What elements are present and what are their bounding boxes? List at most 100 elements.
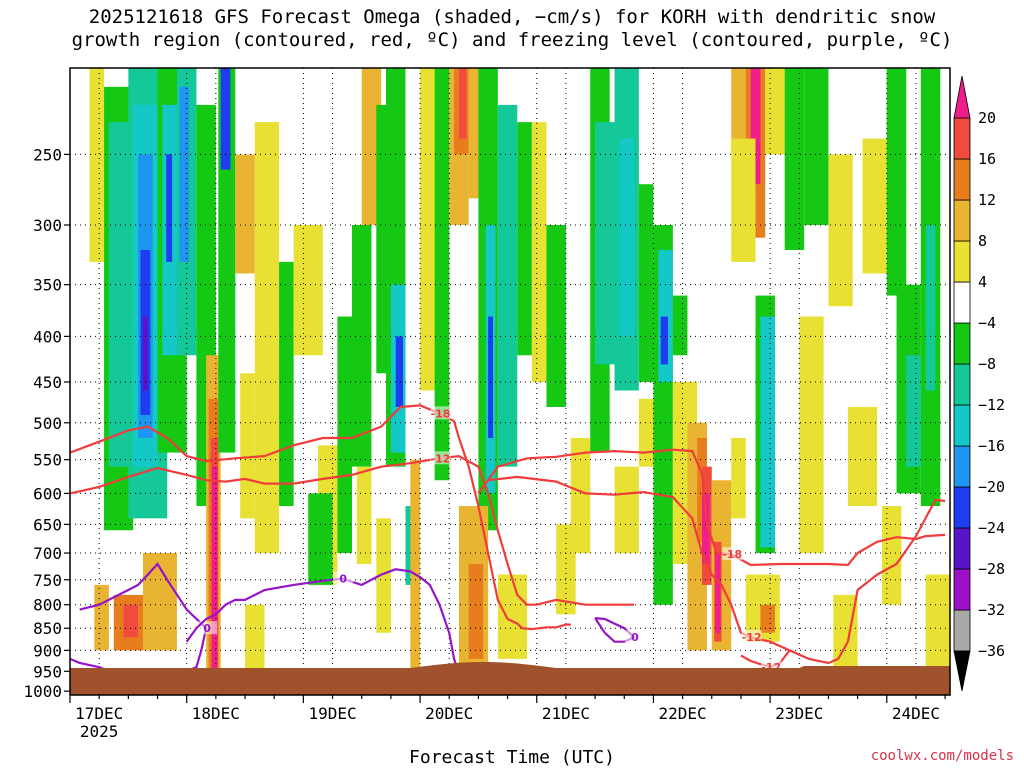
omega-cell: [235, 154, 255, 274]
omega-cell: [497, 574, 528, 659]
omega-cell: [862, 138, 887, 274]
y-tick-label: 600: [33, 484, 62, 503]
omega-cell: [881, 506, 902, 605]
colorbar-label: −4: [978, 314, 996, 332]
dgz-contour-line: [69, 404, 571, 631]
y-tick-label: 300: [33, 216, 62, 235]
colorbar-label: −12: [978, 396, 1005, 414]
omega-cell: [293, 224, 323, 356]
y-tick-label: 1000: [23, 682, 62, 701]
freezing-contour-label: 0: [631, 631, 639, 644]
x-year-label: 2025: [80, 722, 119, 741]
omega-cell: [517, 122, 532, 356]
chart-title-line-1: 2025121618 GFS Forecast Omega (shaded, −…: [88, 6, 936, 28]
dgz-contour-label-bg: [722, 547, 743, 561]
omega-cell: [546, 224, 566, 407]
omega-cell: [595, 122, 615, 365]
x-tick-label: 23DEC: [775, 704, 823, 723]
colorbar: 20 16 12 8 4 −4 −8 −12 −16 −20 −24 −28 −32 −36: [953, 75, 1005, 692]
omega-cell: [556, 524, 576, 615]
omega-cell: [142, 316, 148, 391]
dgz-contour-label-bg: [430, 406, 451, 420]
colorbar-label: −20: [978, 478, 1005, 496]
omega-cell: [847, 406, 878, 507]
y-tick-label: 350: [33, 276, 62, 295]
omega-cell: [760, 316, 775, 548]
omega-cell: [638, 184, 654, 382]
colorbar-swatch: [953, 404, 971, 447]
colorbar-label: 20: [978, 109, 996, 127]
omega-cell: [799, 316, 824, 554]
y-tick-label: 900: [33, 641, 62, 660]
y-tick-label: 950: [33, 662, 62, 681]
colorbar-swatch: [953, 158, 971, 201]
omega-cell: [245, 604, 265, 676]
source-credit[interactable]: coolwx.com/models: [870, 748, 1014, 764]
dgz-contour-label: -18: [722, 548, 742, 561]
omega-cell: [376, 518, 391, 633]
omega-cell: [279, 261, 294, 507]
colorbar-label: 12: [978, 191, 996, 209]
dgz-contour-line: [69, 454, 634, 606]
omega-cell: [395, 336, 404, 407]
colorbar-swatch: [953, 199, 971, 242]
y-tick-label: 450: [33, 373, 62, 392]
omega-cell: [804, 68, 829, 225]
colorbar-label: −16: [978, 437, 1005, 455]
omega-cell: [123, 604, 139, 638]
x-tick-label: 19DEC: [308, 704, 356, 723]
omega-cell: [702, 493, 710, 564]
plot-area: [89, 68, 950, 692]
omega-cell: [488, 316, 493, 438]
dgz-contour-label-bg: [741, 630, 762, 644]
gridlines: [69, 68, 950, 695]
omega-cell: [765, 68, 785, 155]
omega-cell: [497, 104, 518, 467]
omega-cell: [715, 553, 721, 633]
y-axis: 250 300 350 400 450 500 550 600 650 700 750 800 850 9…: [23, 145, 70, 701]
omega-cell: [614, 466, 639, 554]
colorbar-bottom-extension: [953, 650, 971, 692]
omega-cell: [784, 68, 805, 250]
colorbar-label: 4: [978, 273, 987, 291]
colorbar-label: −36: [978, 642, 1005, 660]
colorbar-label: 16: [978, 150, 996, 168]
y-tick-label: 400: [33, 327, 62, 346]
colorbar-label: −32: [978, 601, 1005, 619]
colorbar-label: −24: [978, 519, 1005, 537]
omega-cell: [731, 437, 746, 519]
dgz-contour-label: -12: [431, 452, 451, 465]
colorbar-swatch: [953, 117, 971, 160]
omega-cell: [94, 584, 109, 651]
x-tick-label: 17DEC: [75, 704, 123, 723]
colorbar-label: −28: [978, 560, 1005, 578]
omega-cell: [619, 138, 634, 337]
y-tick-label: 250: [33, 145, 62, 164]
omega-cell: [886, 68, 907, 296]
omega-cell: [410, 459, 421, 672]
colorbar-label: 8: [978, 232, 987, 250]
y-tick-label: 550: [33, 451, 62, 470]
y-tick-label: 800: [33, 596, 62, 615]
colorbar-swatch: [953, 281, 971, 324]
omega-cell: [468, 563, 484, 659]
colorbar-swatch: [953, 240, 971, 283]
x-tick-label: 20DEC: [425, 704, 473, 723]
y-tick-label: 650: [33, 515, 62, 534]
dgz-contour-label: -12: [742, 631, 762, 644]
omega-cell: [828, 154, 853, 307]
y-tick-label: 700: [33, 544, 62, 563]
chart-title: 2025121618 GFS Forecast Omega (shaded, −…: [0, 6, 1024, 52]
x-tick-label: 24DEC: [892, 704, 940, 723]
omega-cell: [458, 68, 467, 139]
omega-cell: [660, 316, 669, 365]
freezing-contour-label: 0: [339, 573, 347, 586]
omega-cell: [240, 373, 255, 519]
omega-cell: [925, 224, 936, 391]
omega-cell: [308, 493, 333, 585]
freezing-contour-label: 0: [203, 622, 211, 635]
freezing-contour-label-bg: [624, 630, 645, 644]
chart-title-line-2: growth region (contoured, red, ºC) and f…: [71, 29, 953, 51]
omega-cell: [108, 122, 129, 467]
omega-cell: [760, 604, 775, 633]
